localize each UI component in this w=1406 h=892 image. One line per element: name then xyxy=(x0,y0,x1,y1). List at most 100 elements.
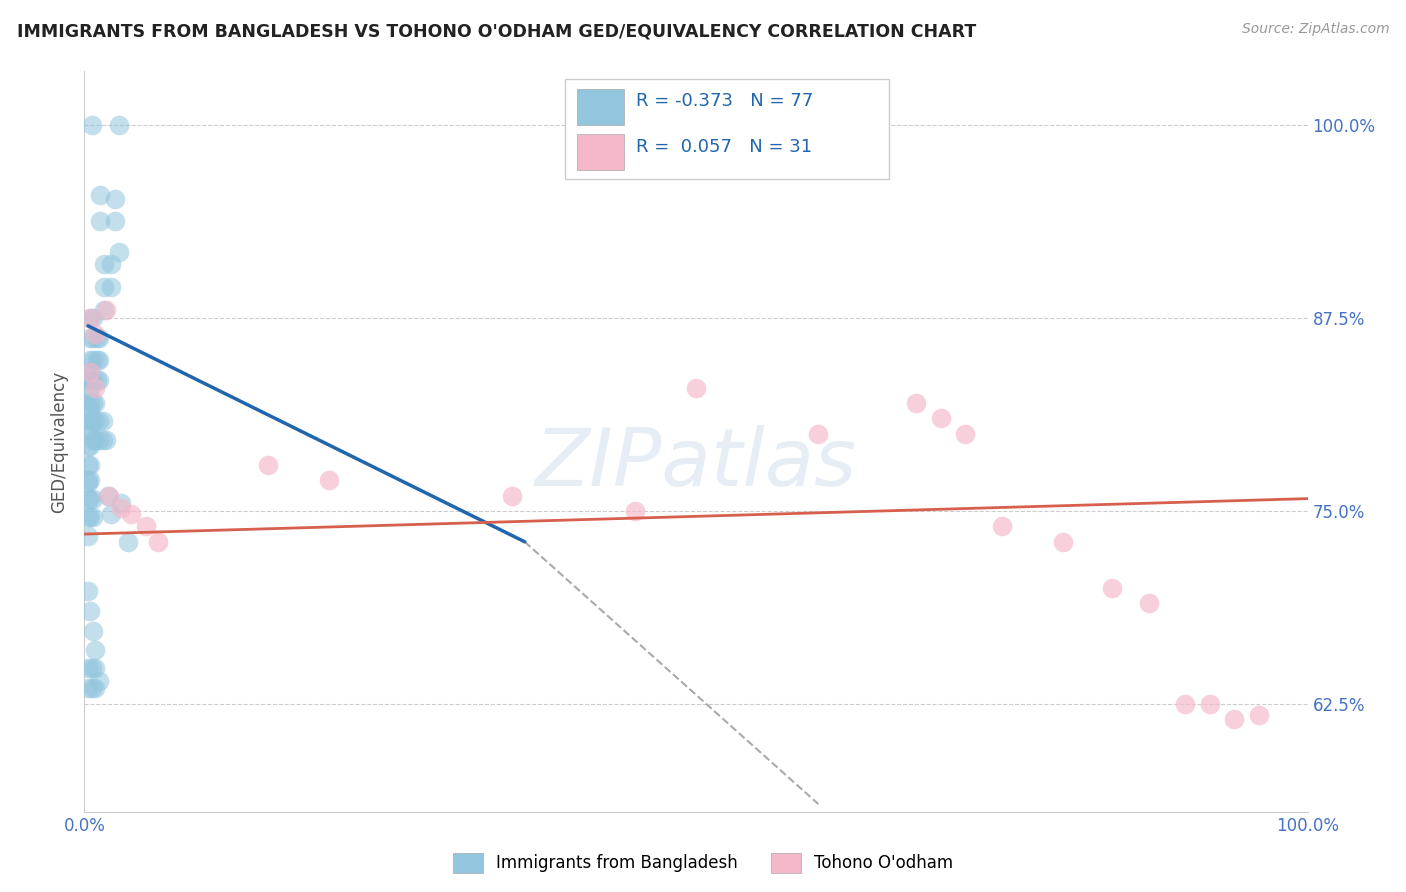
Point xyxy=(79,415,101,429)
Y-axis label: GED/Equivalency: GED/Equivalency xyxy=(51,370,69,513)
Point xyxy=(1223,712,1246,726)
Point xyxy=(146,534,169,549)
Point xyxy=(97,489,120,503)
Legend: Immigrants from Bangladesh, Tohono O'odham: Immigrants from Bangladesh, Tohono O'odh… xyxy=(446,847,960,880)
Point xyxy=(89,187,111,202)
FancyBboxPatch shape xyxy=(565,78,889,178)
Point xyxy=(82,433,104,447)
Point xyxy=(77,420,100,434)
Point xyxy=(79,458,101,472)
Point xyxy=(82,352,104,367)
Point xyxy=(100,257,122,271)
Point xyxy=(79,510,101,524)
Point xyxy=(79,331,101,345)
Point xyxy=(80,681,103,696)
Point xyxy=(91,433,114,447)
Point xyxy=(82,373,104,387)
Point xyxy=(84,396,107,410)
Point xyxy=(79,402,101,417)
Point xyxy=(84,433,107,447)
Point xyxy=(77,491,100,506)
Point xyxy=(84,681,107,696)
Point xyxy=(929,411,952,425)
Point xyxy=(79,352,101,367)
Point xyxy=(87,673,110,688)
Point xyxy=(905,396,928,410)
Point xyxy=(318,473,340,487)
Point xyxy=(87,352,110,367)
Text: IMMIGRANTS FROM BANGLADESH VS TOHONO O'ODHAM GED/EQUIVALENCY CORRELATION CHART: IMMIGRANTS FROM BANGLADESH VS TOHONO O'O… xyxy=(17,22,976,40)
Point xyxy=(82,510,104,524)
Point xyxy=(82,396,104,410)
Point xyxy=(80,661,103,675)
Point xyxy=(77,402,100,417)
Point xyxy=(100,507,122,521)
Point xyxy=(110,500,132,515)
Point xyxy=(77,510,100,524)
Point xyxy=(82,491,104,506)
Point xyxy=(87,373,110,387)
Point xyxy=(79,373,101,387)
Point xyxy=(77,661,100,675)
Point xyxy=(91,415,114,429)
Bar xyxy=(578,135,624,169)
Point xyxy=(77,584,100,599)
Point xyxy=(84,661,107,675)
Point xyxy=(82,311,104,326)
Point xyxy=(807,426,830,441)
Point xyxy=(84,415,107,429)
Point xyxy=(120,507,142,521)
Point xyxy=(110,496,132,510)
Point xyxy=(104,214,127,228)
Point xyxy=(77,528,100,542)
Point xyxy=(1198,697,1220,711)
Point xyxy=(1247,707,1270,722)
Point xyxy=(100,280,122,294)
Text: Source: ZipAtlas.com: Source: ZipAtlas.com xyxy=(1241,22,1389,37)
Point xyxy=(96,303,118,318)
Point xyxy=(257,458,280,472)
Text: ZIPatlas: ZIPatlas xyxy=(534,425,858,503)
Point xyxy=(86,373,108,387)
Point xyxy=(93,303,115,318)
Point xyxy=(79,420,101,434)
Point xyxy=(86,352,108,367)
Point xyxy=(89,214,111,228)
Point xyxy=(96,433,118,447)
Bar xyxy=(578,89,624,125)
Point xyxy=(82,624,104,639)
Point xyxy=(84,642,107,657)
Point xyxy=(135,519,157,533)
Point xyxy=(84,380,107,394)
Point xyxy=(79,365,101,379)
Point xyxy=(79,439,101,453)
Point xyxy=(1101,581,1123,595)
Point xyxy=(77,458,100,472)
Point xyxy=(79,365,101,379)
Point xyxy=(87,433,110,447)
Point xyxy=(77,384,100,398)
Point xyxy=(117,534,139,549)
Point xyxy=(97,489,120,503)
Text: R =  0.057   N = 31: R = 0.057 N = 31 xyxy=(636,138,813,156)
Point xyxy=(77,365,100,379)
Point xyxy=(82,331,104,345)
Point xyxy=(79,396,101,410)
Point xyxy=(93,257,115,271)
Point xyxy=(87,415,110,429)
Point xyxy=(107,119,129,133)
Point xyxy=(77,473,100,487)
Point xyxy=(1174,697,1197,711)
Point xyxy=(79,311,101,326)
Point xyxy=(953,426,976,441)
Point xyxy=(93,280,115,294)
Point xyxy=(1052,534,1074,549)
Point xyxy=(79,604,101,618)
Point xyxy=(79,384,101,398)
Point xyxy=(84,326,107,341)
Point xyxy=(79,473,101,487)
Point xyxy=(79,311,101,326)
Text: R = -0.373   N = 77: R = -0.373 N = 77 xyxy=(636,92,813,110)
Point xyxy=(991,519,1014,533)
Point xyxy=(77,681,100,696)
